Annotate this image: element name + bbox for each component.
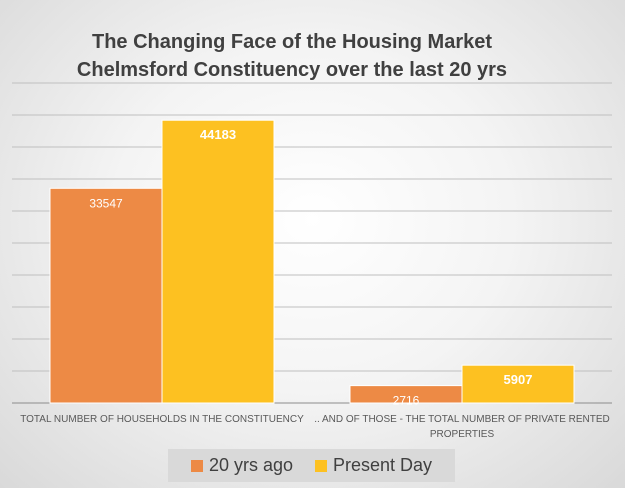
legend-label-1: 20 yrs ago [208,455,293,475]
legend-item-2: Present Day [315,455,432,476]
legend-swatch-2 [315,459,327,472]
chart-title-line-2: Chelmsford Constituency over the last 20… [76,59,508,81]
legend: 20 yrs ago Present Day [168,449,455,482]
data-label: 5907 [504,372,533,387]
chart-title: The Changing Face of the Housing Market … [0,28,584,84]
category-label: PROPERTIES [430,429,495,440]
legend-label-2: Present Day [333,455,433,475]
data-label: 2716 [393,394,420,408]
category-label: .. AND OF THOSE - THE TOTAL NUMBER OF PR… [314,414,610,425]
data-label: 44183 [200,127,236,142]
bar [49,187,163,404]
bar [161,119,275,404]
legend-item-1: 20 yrs ago [190,455,293,476]
chart-title-line-1: The Changing Face of the Housing Market [91,31,493,53]
bar [461,364,575,404]
data-label: 33547 [89,196,123,210]
category-label: TOTAL NUMBER OF HOUSEHOLDS IN THE CONSTI… [20,414,304,425]
legend-swatch-1 [190,459,203,472]
